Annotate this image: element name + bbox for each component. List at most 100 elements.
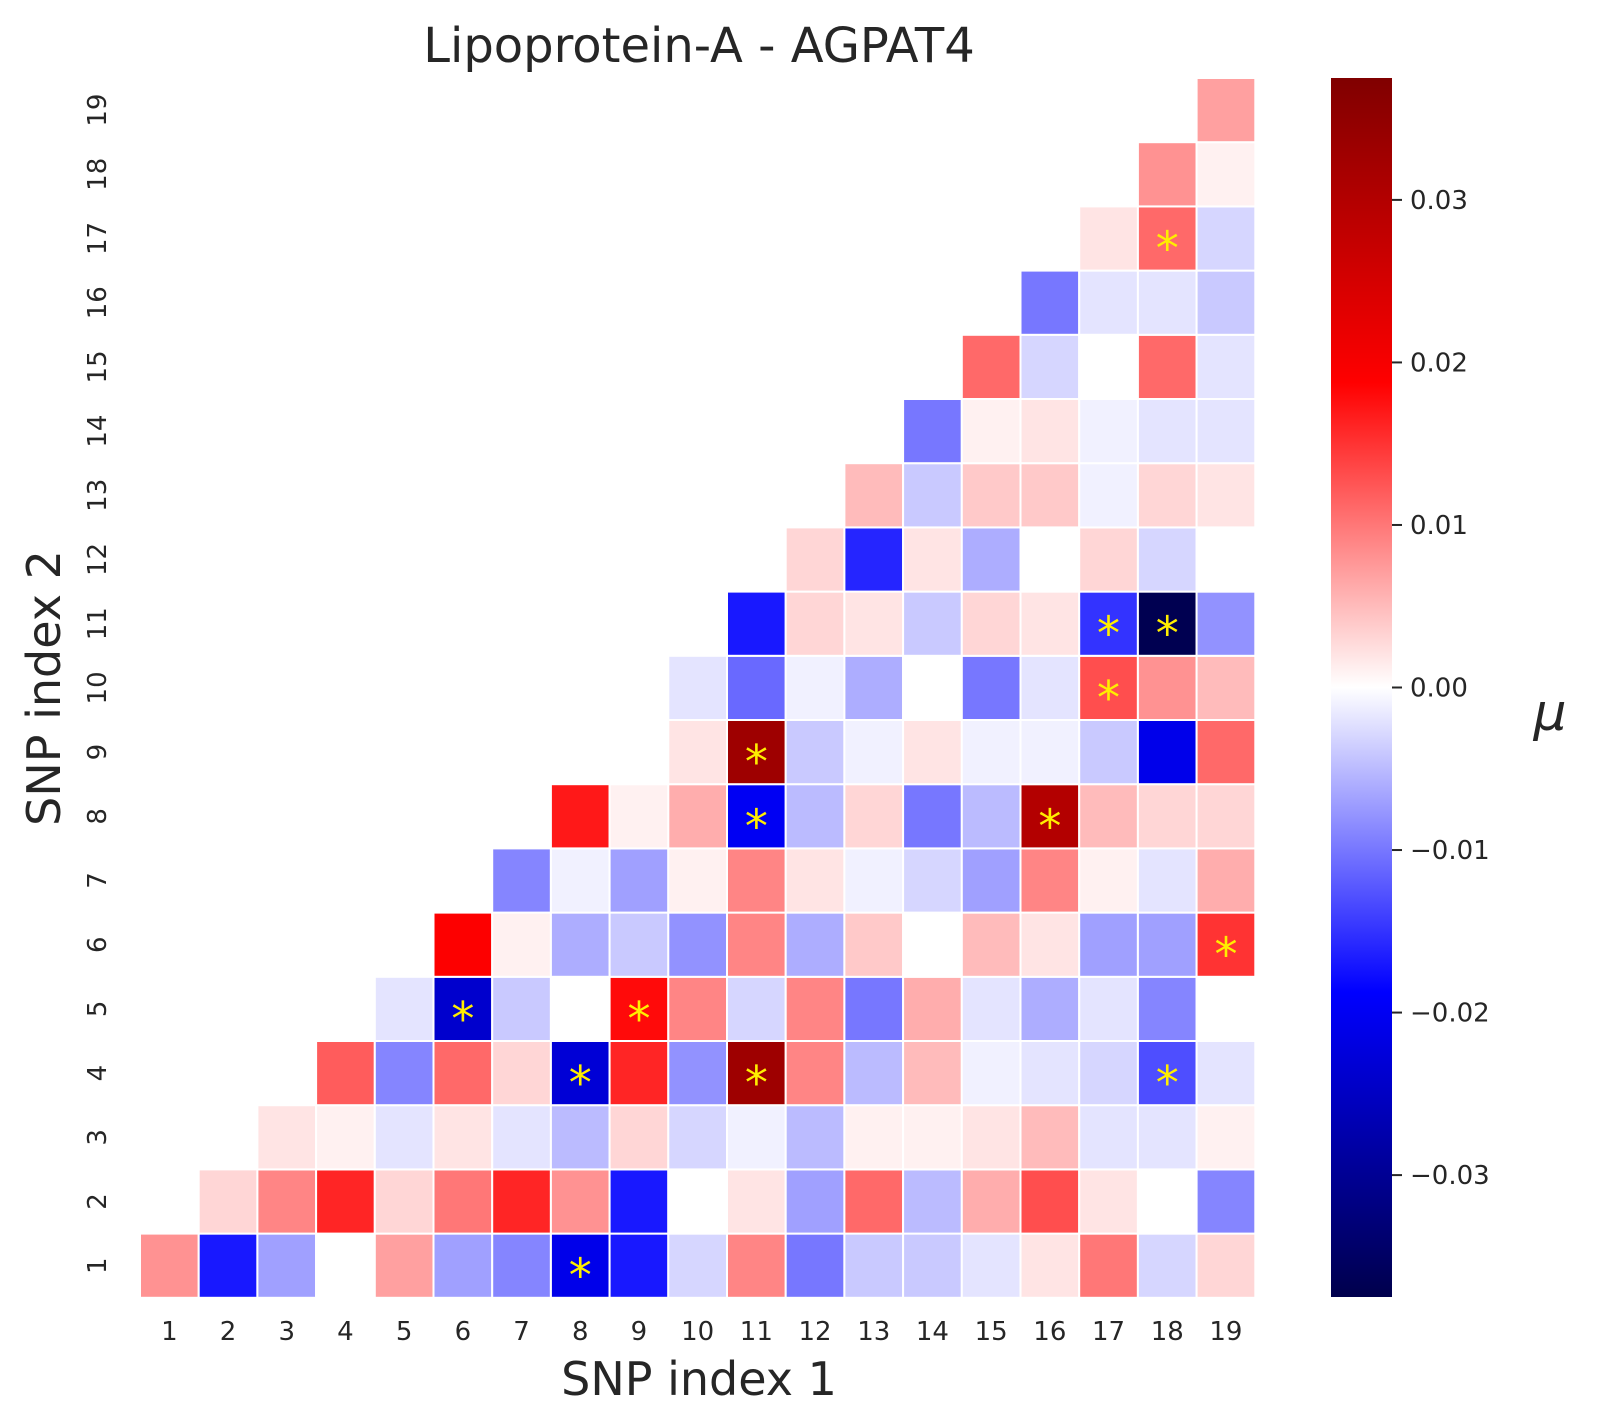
heatmap-cell (1078, 1104, 1139, 1171)
y-tick-label: 10 (83, 671, 113, 704)
heatmap-cell (1019, 654, 1081, 721)
heatmap-cell (726, 590, 787, 657)
significance-marker: * (569, 1056, 592, 1110)
heatmap-cell (960, 1104, 1022, 1171)
heatmap-cell (960, 398, 1022, 465)
heatmap-cell (1136, 1168, 1198, 1235)
heatmap-cell (1019, 590, 1081, 657)
heatmap-cell (1195, 783, 1257, 850)
heatmap-cell (197, 1232, 259, 1299)
heatmap-cell (902, 911, 963, 978)
heatmap-cell (1136, 783, 1198, 850)
heatmap-cell (843, 526, 905, 593)
heatmap-cell (1078, 783, 1139, 850)
heatmap-cell (608, 783, 670, 850)
heatmap-cell (667, 1232, 728, 1299)
x-tick-label: 8 (572, 1317, 589, 1347)
heatmap-cell (1078, 975, 1139, 1042)
heatmap-cell (491, 1104, 552, 1171)
heatmap-cell (491, 911, 552, 978)
heatmap-cell (667, 654, 728, 721)
heatmap-cell (784, 526, 846, 593)
colorbar-ticks: −0.03 −0.02 −0.01 0.00 0.01 0.02 0.03 (1392, 186, 1490, 1191)
colorbar-tick-label: 0.02 (1410, 348, 1468, 378)
heatmap-cell (1195, 1168, 1257, 1235)
heatmap-cell (843, 1104, 905, 1171)
heatmap-cell (432, 1168, 494, 1235)
heatmap-cell (1078, 590, 1139, 657)
heatmap-cell (1195, 911, 1257, 978)
heatmap-cell (784, 911, 846, 978)
heatmap-cell (843, 847, 905, 914)
heatmap-cell (1195, 462, 1257, 529)
x-tick-label: 19 (1209, 1317, 1242, 1347)
x-tick-label: 9 (631, 1317, 648, 1347)
heatmap-cell (902, 1104, 963, 1171)
heatmap-cell (902, 975, 963, 1042)
heatmap-cell (315, 1104, 376, 1171)
x-tick-label: 4 (337, 1317, 354, 1347)
x-tick-label: 6 (455, 1317, 472, 1347)
heatmap-cell (667, 975, 728, 1042)
heatmap-cell (843, 462, 905, 529)
heatmap-cell (843, 911, 905, 978)
heatmap-cell (432, 1232, 494, 1299)
heatmap-cell (1078, 205, 1139, 272)
heatmap-cell (1195, 847, 1257, 914)
heatmap-cell (784, 1104, 846, 1171)
heatmap-cell (315, 1040, 376, 1107)
y-tick-label: 3 (83, 1129, 113, 1146)
heatmap-cell (784, 719, 846, 786)
heatmap-cell (960, 462, 1022, 529)
heatmap-cell (667, 719, 728, 786)
x-tick-label: 12 (799, 1317, 832, 1347)
heatmap-cell (902, 398, 963, 465)
y-tick-label: 17 (83, 222, 113, 255)
y-tick-label: 14 (83, 415, 113, 448)
y-tick-label: 4 (83, 1065, 113, 1082)
heatmap-cell (1019, 526, 1081, 593)
heatmap-cell (667, 783, 728, 850)
heatmap-cell (1019, 1168, 1081, 1235)
heatmap-cell (960, 1232, 1022, 1299)
heatmap-cell (1078, 526, 1139, 593)
heatmap-cell (1078, 1040, 1139, 1107)
heatmap-cell (1078, 847, 1139, 914)
heatmap-cell (960, 1168, 1022, 1235)
colorbar (1331, 78, 1392, 1297)
heatmap-cell (1136, 462, 1198, 529)
x-tick-label: 14 (916, 1317, 949, 1347)
heatmap-cell (902, 847, 963, 914)
heatmap-cell (1195, 269, 1257, 336)
heatmap-cell (1078, 911, 1139, 978)
colorbar-tick-label: −0.03 (1410, 1161, 1490, 1191)
x-axis-ticks: 1 2 3 4 5 6 7 8 9 10 11 12 13 14 15 16 17 18 19 (161, 1317, 1242, 1347)
heatmap-cell (1019, 719, 1081, 786)
heatmap-cell (960, 783, 1022, 850)
heatmap-cell (1195, 1232, 1257, 1299)
significance-marker: * (1156, 222, 1179, 276)
heatmap-cell (784, 975, 846, 1042)
heatmap-cell (726, 911, 787, 978)
heatmap-cell (1019, 847, 1081, 914)
heatmap-cell (1195, 526, 1257, 593)
heatmap-cell (784, 1040, 846, 1107)
heatmap-cell (373, 1040, 435, 1107)
y-tick-label: 5 (83, 1001, 113, 1018)
heatmap-cell (726, 1168, 787, 1235)
significance-marker: * (627, 992, 650, 1046)
x-tick-label: 13 (857, 1317, 890, 1347)
x-tick-label: 7 (513, 1317, 530, 1347)
significance-marker: * (1214, 928, 1237, 982)
y-axis-label: SNP index 2 (17, 550, 71, 826)
heatmap-cell (843, 783, 905, 850)
x-axis-label: SNP index 1 (561, 1352, 837, 1406)
heatmap-cell (549, 783, 611, 850)
y-tick-label: 13 (83, 479, 113, 512)
y-tick-label: 11 (83, 607, 113, 640)
heatmap-cell (608, 1040, 670, 1107)
heatmap-cell (902, 462, 963, 529)
heatmap-cell (256, 1168, 318, 1235)
heatmap-cell (667, 911, 728, 978)
